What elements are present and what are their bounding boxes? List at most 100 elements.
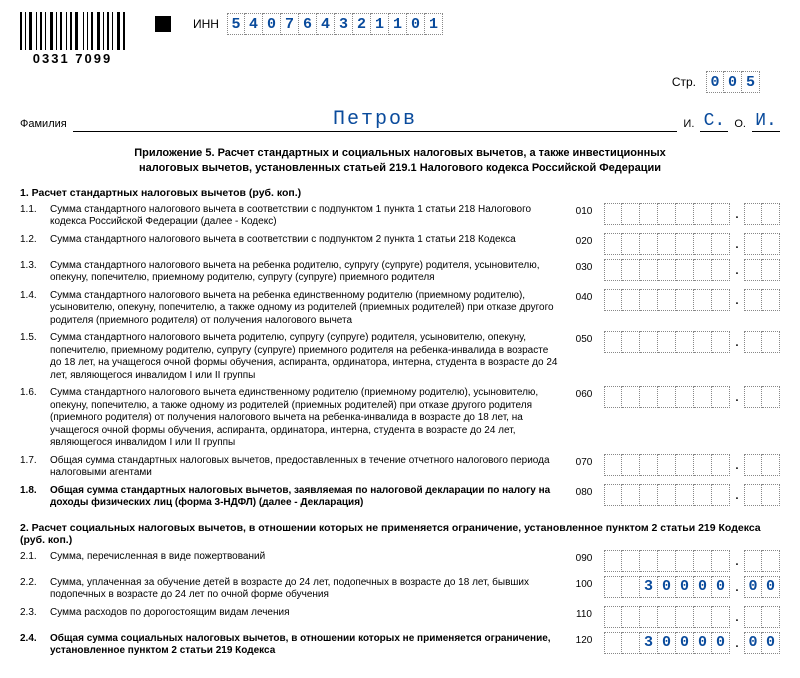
digit-cell	[658, 203, 676, 225]
header-row: 0331 7099 ИНН 540764321101	[20, 10, 780, 66]
o-label: О.	[734, 118, 746, 130]
digit-cell	[762, 606, 780, 628]
digit-cell	[604, 203, 622, 225]
form-row: 1.1.Сумма стандартного налогового вычета…	[20, 203, 780, 229]
digit-cell: 4	[245, 13, 263, 35]
row-code: 070	[570, 454, 598, 468]
i-label: И.	[683, 118, 694, 130]
section-1-rows: 1.1. Сумма стандартного налогового вычета…	[20, 203, 780, 510]
title-line-2: налоговых вычетов, установленных статьей…	[139, 162, 661, 174]
digit-cell	[622, 259, 640, 281]
row-code: 050	[570, 331, 598, 345]
amount-dec: 00	[744, 632, 780, 654]
digit-cell	[676, 233, 694, 255]
digit-cell	[604, 632, 622, 654]
digit-cell	[622, 331, 640, 353]
inn-value: 540764321101	[227, 13, 443, 35]
digit-cell: 3	[640, 576, 658, 598]
page-number: 005	[706, 71, 760, 93]
digit-cell	[640, 233, 658, 255]
digit-cell	[676, 550, 694, 572]
digit-cell: 0	[762, 576, 780, 598]
decimal-dot: .	[733, 386, 741, 408]
amount-dec	[744, 484, 780, 506]
row-number: 1.1.	[20, 203, 44, 215]
amount-int: 30000	[604, 576, 730, 598]
row-text: Сумма, уплаченная за обучение детей в во…	[50, 576, 564, 602]
section-2-rows: 2.1.Сумма, перечисленная в виде пожертво…	[20, 550, 780, 658]
decimal-dot: .	[733, 632, 741, 654]
amount-int	[604, 331, 730, 353]
row-text: Общая сумма стандартных налоговых вычето…	[50, 454, 564, 480]
digit-cell	[762, 454, 780, 476]
form-row: 2.2.Сумма, уплаченная за обучение детей …	[20, 576, 780, 602]
digit-cell: 1	[425, 13, 443, 35]
digit-cell	[622, 203, 640, 225]
digit-cell: 0	[676, 576, 694, 598]
digit-cell: 0	[676, 632, 694, 654]
digit-cell	[676, 606, 694, 628]
amount-field: .	[604, 606, 780, 628]
digit-cell: 0	[712, 632, 730, 654]
digit-cell	[712, 386, 730, 408]
amount-field: 30000.00	[604, 632, 780, 654]
form-row: 1.4. Сумма стандартного налогового вычета…	[20, 289, 780, 328]
digit-cell: 1	[389, 13, 407, 35]
decimal-dot: .	[733, 484, 741, 506]
row-text: Общая сумма стандартных налоговых вычето…	[50, 484, 564, 510]
digit-cell	[658, 233, 676, 255]
amount-int	[604, 259, 730, 281]
amount-dec	[744, 259, 780, 281]
digit-cell	[762, 331, 780, 353]
amount-field: .	[604, 331, 780, 353]
form-row: 1.7.Общая сумма стандартных налоговых вы…	[20, 454, 780, 480]
row-text: Сумма стандартного налогового вычета на …	[50, 289, 564, 328]
row-text: Сумма стандартного налогового вычета еди…	[50, 386, 564, 450]
amount-int	[604, 484, 730, 506]
digit-cell	[744, 606, 762, 628]
form-row: 1.2. Сумма стандартного налогового вычета…	[20, 233, 780, 255]
barcode-number: 0331 7099	[33, 51, 112, 66]
amount-dec: 00	[744, 576, 780, 598]
form-row: 1.5.Сумма стандартного налогового вычета…	[20, 331, 780, 382]
amount-field: .	[604, 484, 780, 506]
amount-int	[604, 454, 730, 476]
digit-cell	[712, 454, 730, 476]
digit-cell	[712, 550, 730, 572]
page-row: Стр. 005	[20, 71, 780, 93]
digit-cell	[712, 606, 730, 628]
amount-field: .	[604, 550, 780, 572]
amount-int	[604, 203, 730, 225]
row-code: 120	[570, 632, 598, 646]
row-code: 010	[570, 203, 598, 217]
digit-cell	[744, 289, 762, 311]
digit-cell	[744, 550, 762, 572]
digit-cell: 0	[694, 576, 712, 598]
digit-cell	[712, 259, 730, 281]
digit-cell	[694, 550, 712, 572]
row-number: 1.4.	[20, 289, 44, 301]
digit-cell: 3	[640, 632, 658, 654]
row-number: 1.2.	[20, 233, 44, 245]
surname-label: Фамилия	[20, 118, 67, 130]
form-title: Приложение 5. Расчет стандартных и социа…	[20, 146, 780, 177]
name-row: Фамилия Петров И. С. О. И.	[20, 108, 780, 132]
row-code: 100	[570, 576, 598, 590]
digit-cell	[694, 233, 712, 255]
row-text: Сумма стандартного налогового вычета в с…	[50, 233, 564, 247]
form-row: 1.6.Сумма стандартного налогового вычета…	[20, 386, 780, 450]
digit-cell	[762, 203, 780, 225]
digit-cell	[694, 331, 712, 353]
row-number: 2.3.	[20, 606, 44, 618]
decimal-dot: .	[733, 576, 741, 598]
digit-cell	[694, 289, 712, 311]
amount-int	[604, 233, 730, 255]
digit-cell: 0	[694, 632, 712, 654]
digit-cell	[676, 454, 694, 476]
decimal-dot: .	[733, 606, 741, 628]
digit-cell	[694, 386, 712, 408]
form-row: 2.3.Сумма расходов по дорогостоящим вида…	[20, 606, 780, 628]
digit-cell	[604, 386, 622, 408]
row-number: 1.8.	[20, 484, 44, 496]
amount-int	[604, 386, 730, 408]
